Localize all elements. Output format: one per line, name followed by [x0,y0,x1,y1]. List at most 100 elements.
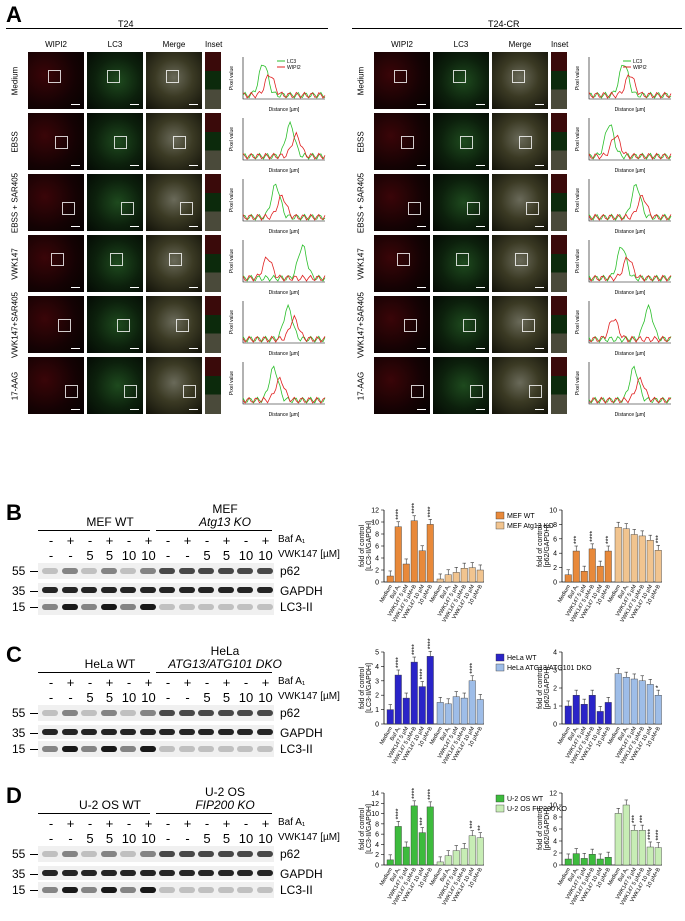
inset-box [176,319,189,332]
inset-box [169,253,182,266]
inset-box [183,385,196,398]
band-label: GAPDH [280,726,323,740]
column-header-wipi2: WIPI2 [391,40,413,49]
inset-box [529,385,542,398]
mw-marker: 15 [12,742,26,756]
y-tick-label: 10 [371,811,379,818]
blot-strip-lc3ii [38,882,274,898]
baf-sign: + [105,675,114,690]
profile-xlabel: Distance [µm] [615,412,646,418]
lc3-profile-line [242,303,326,343]
lc3-profile-line [242,244,326,282]
y-tick-label: 8 [375,821,379,828]
bar [572,695,580,725]
profile-xlabel: Distance [µm] [269,107,300,113]
protein-band [61,604,78,610]
group-rule-right [352,28,682,29]
protein-band [42,568,58,574]
legend-label: MEF WT [507,513,535,520]
vwk-dose: 10 [238,548,254,563]
scale-bar [130,104,139,105]
inset-box [411,385,424,398]
bar [402,697,410,725]
vwk-dose: - [68,690,73,705]
protein-band [178,870,195,876]
protein-band [61,870,78,876]
vwk-dose: - [165,548,171,563]
significance-stars: **** [395,657,402,668]
protein-band [256,746,273,752]
protein-band [256,851,273,857]
wipi2-profile-line [242,256,326,282]
y-axis-title: fold of control [359,667,366,709]
legend-label: HeLa WT [507,655,537,662]
bar [386,575,394,583]
micrograph-merge [146,296,202,353]
bar [410,805,418,866]
baf-sign: - [204,675,210,690]
cell-line-label-ko-line2: Atg13 KO [198,515,252,529]
group-rule-left [6,28,328,29]
protein-band [81,604,97,610]
profile-axes [588,362,671,405]
micrograph-inset [205,235,221,292]
y-tick-label: 0 [553,580,557,587]
inset-box [460,136,473,149]
bar [604,702,612,725]
vwk-dose: - [68,548,73,563]
y-tick-label: 10 [549,508,557,515]
baf-sign: + [261,533,270,548]
vwk-dose: - [165,831,171,846]
baf-sign: - [48,533,54,548]
protein-band [139,587,156,593]
group-rule-ko [156,530,272,531]
protein-band [198,729,214,735]
baf-label: Baf A₁ [278,534,306,545]
blot-strip-p62 [38,705,274,721]
vwk-dose: 5 [86,690,94,705]
protein-band [217,851,234,857]
y-axis-title-unit: [p62/GAPDH] [544,525,551,567]
mw-marker: 35 [12,584,26,598]
column-header-wipi2: WIPI2 [45,40,67,49]
bar [394,674,402,725]
lc3-profile-line [588,183,672,221]
baf-sign: - [165,675,171,690]
inset-box [515,253,528,266]
protein-band [159,851,175,857]
bar [604,857,612,866]
micrograph-inset [551,235,567,292]
scale-bar [535,348,544,349]
protein-band [120,887,136,893]
profile-axes [242,362,325,405]
micrograph-lc3 [87,357,143,414]
vwk-dose: 5 [222,690,231,705]
profile-ylabel: Pixel value [229,127,235,151]
baf-sign: - [87,675,93,690]
vwk-dose: 5 [105,831,114,846]
legend-label: U-2 OS WT [507,796,544,803]
significance-stars: **** [411,644,418,655]
protein-band [178,710,195,716]
y-axis-title-unit: [p62/GAPDH] [544,667,551,709]
protein-band [81,870,97,876]
significance-stars: **** [395,808,402,819]
significance-stars: **** [427,506,434,517]
y-tick-label: 6 [553,536,557,543]
inset-box [526,202,539,215]
band-label: p62 [280,847,301,861]
protein-band [198,887,214,893]
y-tick-label: 0 [553,722,557,729]
mw-tick [30,890,38,891]
protein-band [217,587,234,593]
protein-band [42,887,58,893]
lc3-profile-line [242,64,326,99]
lc3-profile-line [242,120,326,160]
blot-strip-p62 [38,846,274,862]
significance-stars: *** [655,535,662,543]
micrograph-wipi2 [28,113,84,170]
baf-sign: - [126,675,132,690]
baf-sign: + [222,816,231,831]
bar [460,697,468,725]
protein-band [100,568,117,574]
